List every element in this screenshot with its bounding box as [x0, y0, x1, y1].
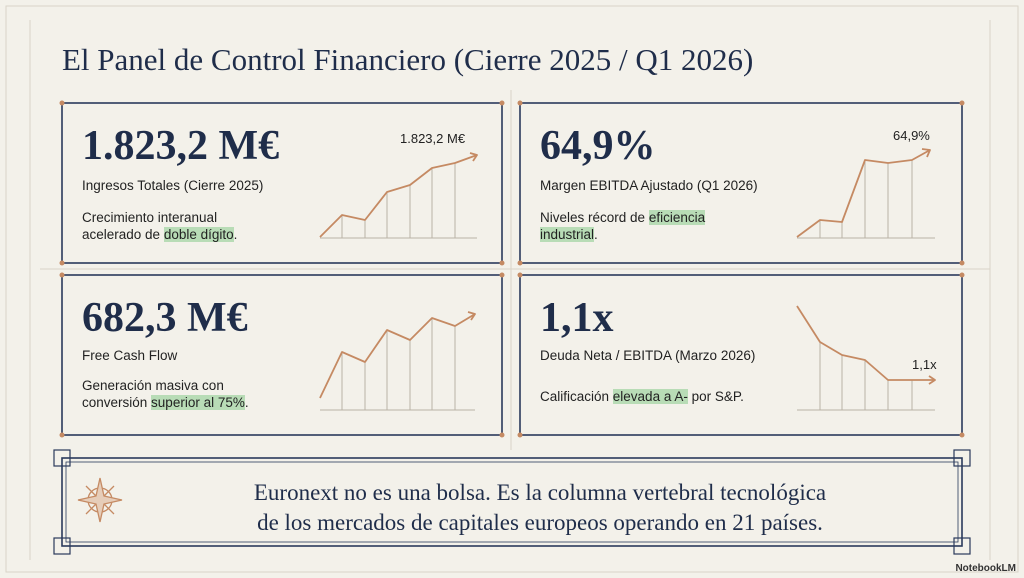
- title: El Panel de Control Financiero (Cierre 2…: [62, 42, 754, 77]
- text: .: [244, 395, 249, 410]
- kpi-value: 64,9%: [540, 123, 656, 169]
- kpi-description: Calificación elevada a A- por S&P.: [540, 388, 800, 405]
- highlight: superior al 75%: [151, 395, 245, 410]
- watermark: NotebookLM: [955, 563, 1016, 574]
- text: Calificación: [540, 389, 613, 404]
- highlight: elevada a A-: [612, 389, 688, 404]
- text: .: [594, 227, 598, 242]
- kpi-label: Ingresos Totales (Cierre 2025): [82, 178, 264, 193]
- text: Niveles récord de: [540, 210, 649, 225]
- kpi-label: Deuda Neta / EBITDA (Marzo 2026): [540, 348, 756, 363]
- trend-label: 1.823,2 M€: [400, 131, 466, 146]
- text: por S&P.: [687, 389, 744, 404]
- highlight: doble dígito: [163, 227, 234, 242]
- footer: Euronext no es una bolsa. Es la columna …: [140, 478, 940, 538]
- kpi-value: 682,3 M€: [82, 295, 248, 341]
- text: Crecimiento interanual acelerado de: [82, 210, 218, 242]
- kpi-value: 1.823,2 M€: [82, 123, 280, 169]
- footer-line: de los mercados de capitales europeos op…: [257, 510, 823, 535]
- kpi-description: Niveles récord de eficiencia industrial.: [540, 209, 740, 243]
- footer-line: Euronext no es una bolsa. Es la columna …: [253, 480, 827, 505]
- kpi-description: Crecimiento interanual acelerado de dobl…: [82, 209, 262, 243]
- kpi-label: Margen EBITDA Ajustado (Q1 2026): [540, 178, 758, 193]
- text: Generación masiva con conversión: [82, 378, 224, 410]
- kpi-label: Free Cash Flow: [82, 348, 178, 363]
- trend-label: 1,1x: [912, 357, 937, 372]
- kpi-description: Generación masiva con conversión superio…: [82, 377, 272, 411]
- text: .: [233, 227, 238, 242]
- kpi-value: 1,1x: [540, 295, 614, 341]
- trend-label: 64,9%: [893, 128, 930, 143]
